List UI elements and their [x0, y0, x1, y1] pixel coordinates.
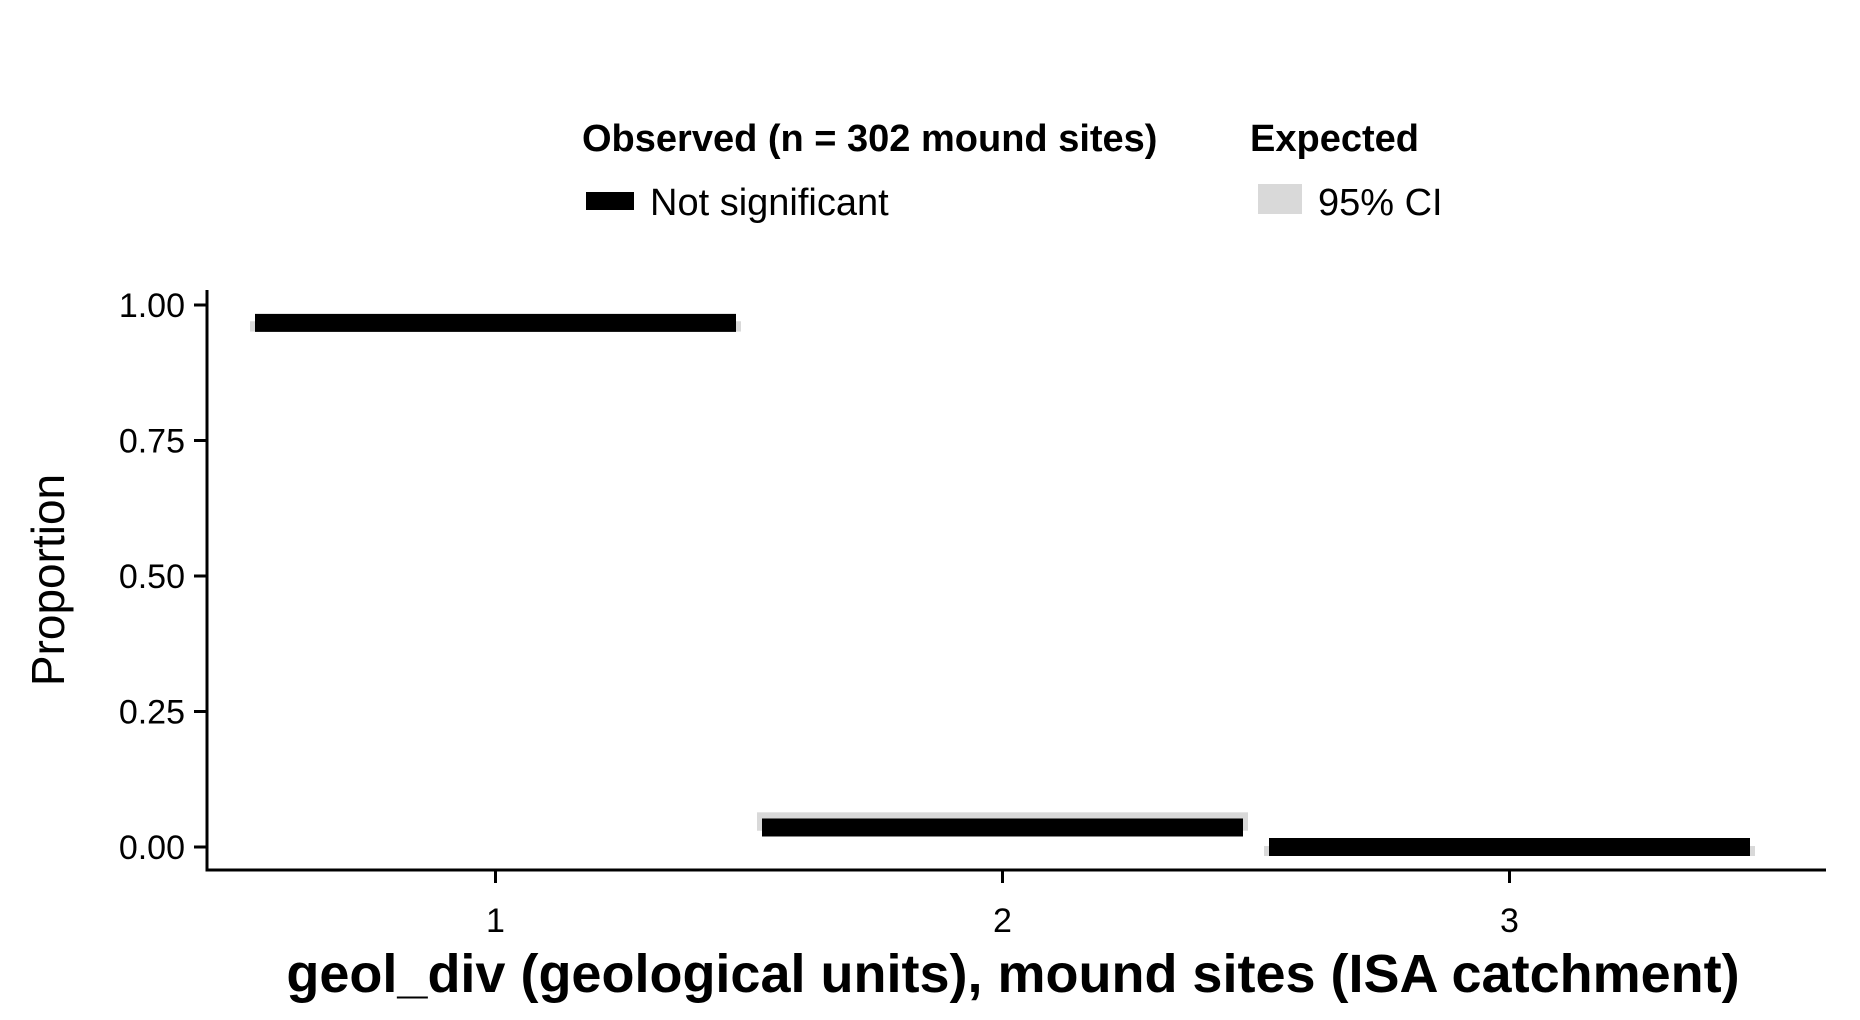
legend-label-95-ci: 95% CI — [1318, 182, 1443, 224]
legend-label-not-significant: Not significant — [650, 182, 889, 224]
legend-title-expected: Expected — [1250, 118, 1419, 160]
x-tick-label: 3 — [1500, 902, 1519, 940]
legend-key-95-ci — [1258, 184, 1302, 214]
legend-key-not-significant — [586, 192, 634, 210]
legend: Observed (n = 302 mound sites) Not signi… — [582, 118, 1443, 224]
y-tick-label: 0.00 — [119, 829, 185, 867]
observed-bar-3 — [1269, 838, 1750, 856]
y-tick-label: 0.25 — [119, 694, 185, 732]
axes: 0.00 0.25 0.50 0.75 1.00 1 2 3 — [119, 287, 1826, 940]
y-tick-label: 0.75 — [119, 423, 185, 461]
y-axis-title: Proportion — [22, 474, 74, 686]
y-tick-label: 1.00 — [119, 287, 185, 325]
legend-title-observed: Observed (n = 302 mound sites) — [582, 118, 1157, 160]
x-tick-label: 1 — [486, 902, 505, 940]
observed-bars — [255, 313, 1750, 856]
x-axis-title: geol_div (geological units), mound sites… — [286, 944, 1739, 1004]
y-ticks: 0.00 0.25 0.50 0.75 1.00 — [119, 287, 207, 867]
observed-bar-2 — [762, 818, 1243, 837]
x-ticks: 1 2 3 — [486, 870, 1519, 940]
observed-bar-1 — [255, 313, 736, 332]
y-tick-label: 0.50 — [119, 558, 185, 596]
expected-ci-bands — [250, 321, 1755, 856]
x-tick-label: 2 — [993, 902, 1012, 940]
